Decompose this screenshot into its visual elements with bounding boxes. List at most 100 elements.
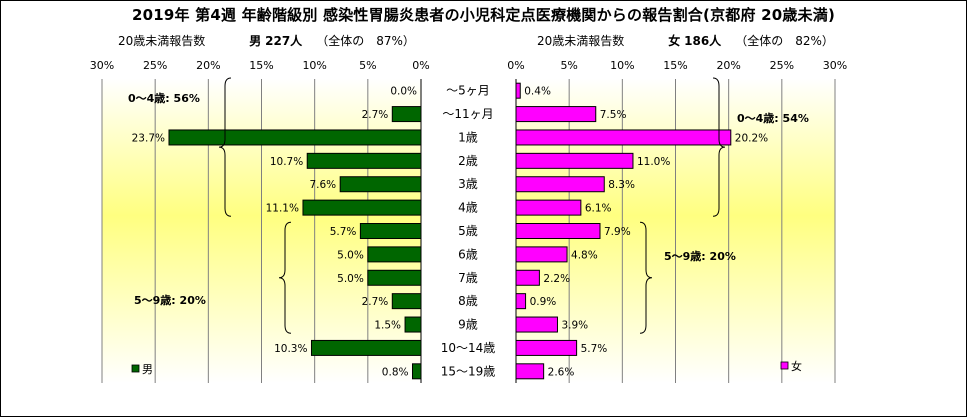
left-header: 20歳未満報告数 男 227人 （全体の 87%） [118, 32, 415, 49]
data-label-female: 0.4% [524, 86, 551, 98]
data-label-male: 23.7% [132, 132, 165, 144]
x-tick-label-female: 5% [560, 59, 577, 72]
x-tick-label-female: 15% [663, 59, 687, 72]
bar-female [515, 82, 521, 99]
x-tick-label-female: 10% [610, 59, 634, 72]
data-label-female: 2.6% [548, 366, 575, 378]
x-tick-label-female: 30% [823, 59, 847, 72]
bar-female [515, 293, 527, 310]
group-brace [639, 221, 653, 334]
category-label: 4歳 [458, 201, 478, 215]
group-label-male-5-9: 5～9歳: 20% [134, 293, 206, 307]
bar-female [515, 199, 582, 216]
group-brace [712, 77, 726, 217]
group-label-male-0-4: 0～4歳: 56% [128, 91, 200, 105]
category-label: 2歳 [458, 154, 478, 168]
data-label-female: 4.8% [571, 249, 598, 261]
bar-male [168, 129, 422, 146]
data-label-female: 11.0% [637, 156, 670, 168]
data-label-female: 5.7% [581, 343, 608, 355]
category-label: 8歳 [458, 294, 478, 308]
data-label-male: 2.7% [362, 296, 389, 308]
category-label: ～11ヶ月 [442, 107, 493, 121]
bar-male [391, 293, 422, 310]
data-label-male: 1.5% [374, 320, 401, 332]
data-label-male: 0.8% [382, 366, 409, 378]
data-label-male: 11.1% [266, 203, 299, 215]
category-label: 6歳 [458, 247, 478, 261]
bar-female [515, 269, 540, 286]
category-label: ～5ヶ月 [446, 84, 490, 98]
data-label-female: 7.5% [600, 109, 627, 121]
x-tick-label-male: 10% [302, 59, 326, 72]
data-label-male: 10.3% [274, 343, 307, 355]
chart-title: 2019年 第4週 年齢階級別 感染性胃腸炎患者の小児科定点医療機関からの報告割… [131, 6, 836, 24]
data-label-male: 7.6% [309, 179, 336, 191]
x-tick-label-male: 15% [249, 59, 273, 72]
x-tick-label-male: 25% [143, 59, 167, 72]
category-label: 7歳 [458, 271, 478, 285]
category-label: 3歳 [458, 177, 478, 191]
bar-female [515, 339, 578, 356]
bar-female [515, 246, 568, 263]
bar-female [515, 223, 601, 239]
bar-male [404, 316, 422, 333]
left-header-share: （全体の 87%） [316, 34, 415, 48]
x-tick-label-female: 25% [770, 59, 794, 72]
bar-female [515, 316, 558, 333]
right-header: 20歳未満報告数 女 186人 （全体の 82%） [537, 32, 834, 49]
group-brace [218, 77, 232, 217]
bar-male [367, 269, 422, 286]
x-tick-label-male: 5% [359, 59, 376, 72]
x-tick-label-male: 0% [412, 59, 429, 72]
data-label-female: 8.3% [608, 179, 635, 191]
bar-female [515, 129, 732, 146]
bar-male [367, 246, 422, 263]
category-label: 10～14歳 [441, 341, 496, 355]
data-label-female: 20.2% [735, 132, 768, 144]
bar-male [359, 223, 422, 239]
category-label: 9歳 [458, 318, 478, 332]
right-header-share: （全体の 82%） [735, 34, 834, 48]
left-header-gender: 男 [249, 34, 262, 48]
bar-male [306, 152, 422, 169]
x-tick-label-female: 20% [716, 59, 740, 72]
data-label-male: 10.7% [270, 156, 303, 168]
bar-male [310, 339, 422, 356]
legend-label-female: 女 [791, 359, 802, 373]
right-header-count: 186人 [684, 34, 722, 48]
category-label: 1歳 [458, 130, 478, 144]
legend-swatch-male [131, 364, 140, 373]
data-label-male: 5.0% [337, 273, 364, 285]
bar-female [515, 152, 634, 169]
data-label-male: 5.7% [330, 226, 357, 238]
bar-male [302, 199, 422, 216]
right-header-label: 20歳未満報告数 [537, 34, 625, 48]
group-label-female-0-4: 0～4歳: 54% [737, 111, 809, 125]
data-label-male: 0.0% [390, 86, 417, 98]
data-label-male: 2.7% [362, 109, 389, 121]
group-label-female-5-9: 5～9歳: 20% [664, 249, 736, 263]
data-label-male: 5.0% [337, 249, 364, 261]
data-label-female: 3.9% [561, 320, 588, 332]
x-tick-label-female: 0% [507, 59, 524, 72]
bar-female [515, 106, 597, 123]
bar-female [515, 176, 605, 193]
bar-female [515, 363, 545, 380]
data-label-female: 2.2% [543, 273, 570, 285]
bar-male [391, 106, 422, 123]
x-tick-label-male: 20% [196, 59, 220, 72]
x-tick-label-male: 30% [90, 59, 114, 72]
bar-male [411, 363, 422, 380]
data-label-female: 7.9% [604, 226, 631, 238]
legend-label-male: 男 [142, 363, 153, 376]
right-header-gender: 女 [668, 34, 681, 48]
legend-swatch-female [780, 361, 789, 370]
data-label-female: 0.9% [530, 296, 557, 308]
category-label: 15～19歳 [441, 364, 496, 378]
data-label-female: 6.1% [585, 203, 612, 215]
category-label: 5歳 [458, 224, 478, 238]
left-header-label: 20歳未満報告数 [118, 34, 206, 48]
